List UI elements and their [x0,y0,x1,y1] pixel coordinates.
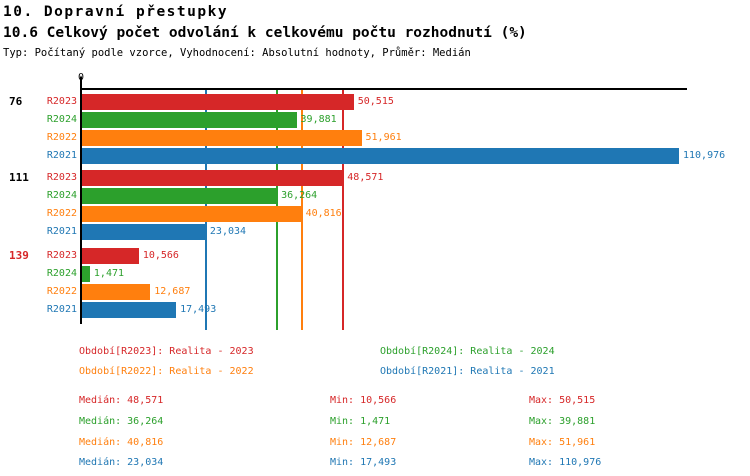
legend-item-r2024: Období[R2024]: Realita - 2024 [380,346,555,357]
stat-median-r2021: Medián: 23,034 [79,457,164,468]
bar-r2024 [82,266,90,282]
bar-r2023 [82,170,344,186]
group-label-139: 139 [9,249,29,262]
bar-r2021 [82,224,206,240]
median-line-r2023 [342,90,345,330]
bar-year-label: R2021 [46,226,77,237]
stat-max-r2022: Max: 51,961 [529,437,596,448]
bar-year-label: R2023 [46,172,77,183]
bar-year-label: R2024 [46,268,77,279]
bar-year-label: R2021 [46,304,77,315]
chart-meta-line: Typ: Počítaný podle vzorce, Vyhodnocení:… [3,47,471,59]
y-axis-line [80,77,82,324]
stat-min-r2022: Min: 12,687 [330,437,397,448]
bar-value-label: 36,264 [281,190,318,201]
bar-row: R2023 48,571 [0,170,383,186]
bar-year-label: R2022 [46,286,77,297]
bar-value-label: 1,471 [93,268,125,279]
stat-median-r2023: Medián: 48,571 [79,395,164,406]
bar-year-label: R2024 [46,114,77,125]
chart-title: 10.6 Celkový počet odvolání k celkovému … [3,25,527,41]
bar-row: R2024 39,881 [0,112,337,128]
stat-max-r2023: Max: 50,515 [529,395,596,406]
bar-value-label: 48,571 [347,172,384,183]
x-axis-line [80,88,687,90]
legend-item-r2021: Období[R2021]: Realita - 2021 [380,366,555,377]
bar-row: R2022 12,687 [0,284,190,300]
bar-r2022 [82,130,362,146]
bar-r2021 [82,148,679,164]
bar-year-label: R2023 [46,250,77,261]
bar-row: R2021 110,976 [0,148,725,164]
stat-median-r2022: Medián: 40,816 [79,437,164,448]
stat-max-r2024: Max: 39,881 [529,416,596,427]
bar-r2024 [82,188,278,204]
legend-item-r2023: Období[R2023]: Realita - 2023 [79,346,254,357]
bar-value-label: 12,687 [154,286,191,297]
bar-year-label: R2023 [46,96,77,107]
group-label-111: 111 [9,171,29,184]
bar-r2023 [82,94,354,110]
bar-value-label: 17,493 [180,304,217,315]
bar-year-label: R2022 [46,208,77,219]
stat-min-r2023: Min: 10,566 [330,395,397,406]
bar-value-label: 40,816 [305,208,342,219]
median-line-r2022 [300,90,303,330]
bar-row: R2023 50,515 [0,94,394,110]
bar-r2022 [82,206,302,222]
bar-row: R2021 23,034 [0,224,246,240]
group-label-76: 76 [9,95,23,108]
bar-row: R2024 1,471 [0,266,124,282]
bar-row: R2023 10,566 [0,248,179,264]
bar-value-label: 10,566 [142,250,179,261]
bar-year-label: R2021 [46,150,77,161]
bar-value-label: 23,034 [209,226,247,237]
stat-median-r2024: Medián: 36,264 [79,416,164,427]
page-title: 10. Dopravní přestupky [3,4,229,20]
bar-value-label: 50,515 [357,96,394,107]
legend-item-r2022: Období[R2022]: Realita - 2022 [79,366,254,377]
bar-year-label: R2022 [46,132,77,143]
bar-r2021 [82,302,177,318]
bar-row: R2022 40,816 [0,206,342,222]
stat-min-r2021: Min: 17,493 [330,457,397,468]
bar-value-label: 110,976 [682,150,726,161]
stat-min-r2024: Min: 1,471 [330,416,391,427]
bar-value-label: 39,881 [300,114,337,125]
bar-r2024 [82,112,297,128]
bar-row: R2021 17,493 [0,302,216,318]
stat-max-r2021: Max: 110,976 [529,457,602,468]
bar-value-label: 51,961 [365,132,402,143]
bar-r2023 [82,248,139,264]
bar-row: R2024 36,264 [0,188,317,204]
bar-r2022 [82,284,151,300]
bar-year-label: R2024 [46,190,77,201]
bar-row: R2022 51,961 [0,130,402,146]
